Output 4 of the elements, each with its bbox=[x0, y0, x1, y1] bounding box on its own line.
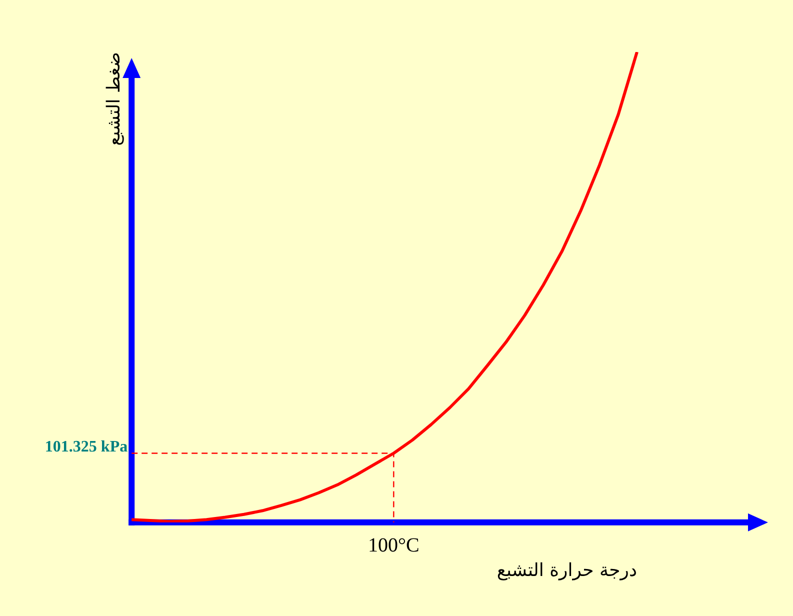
y-axis-title: ضغط التشبع bbox=[103, 52, 124, 146]
text: 100°C bbox=[368, 534, 420, 557]
ref-line-label: 101.325 kPa bbox=[44, 438, 128, 456]
x-axis-title: درجة حرارة التشبع bbox=[496, 560, 637, 581]
